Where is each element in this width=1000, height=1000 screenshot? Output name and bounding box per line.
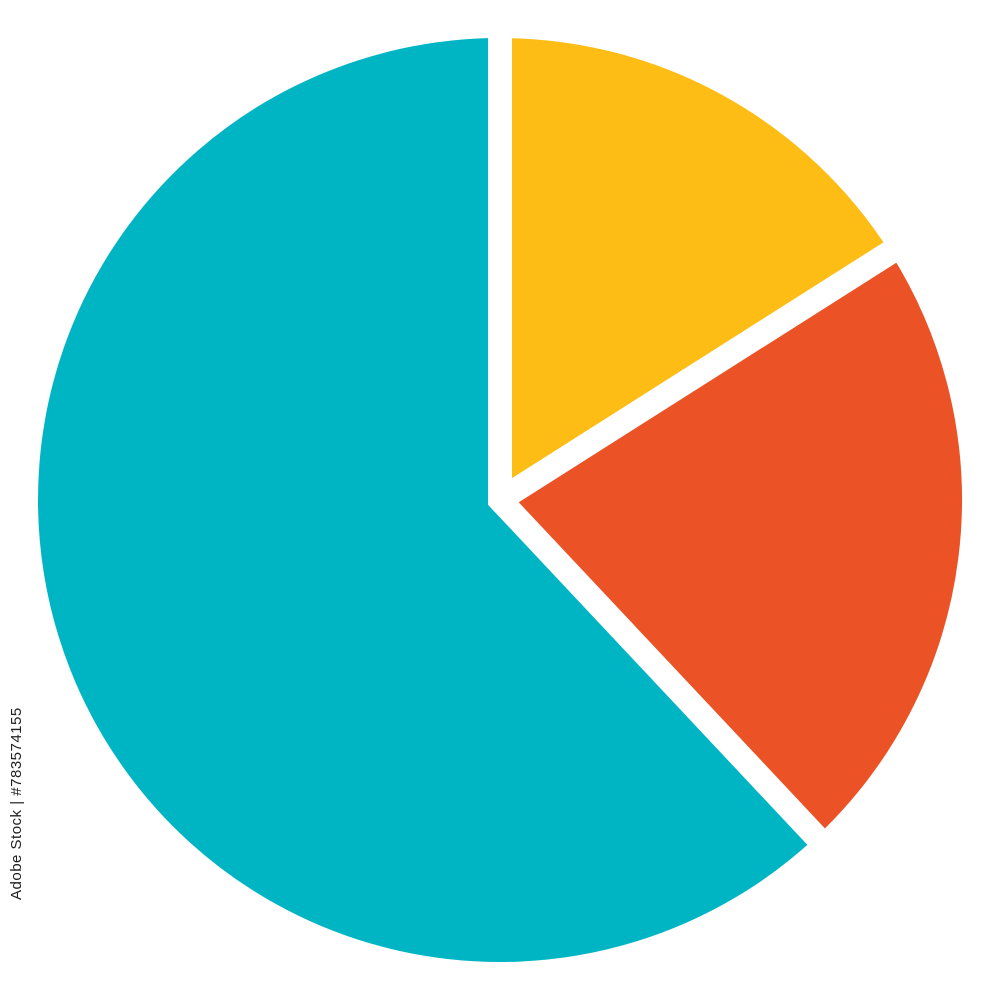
pie-slice-1 [481,229,986,863]
pie-slice-2 [14,13,842,986]
pie-slice-0 [488,13,917,522]
watermark-stock-id: Adobe Stock | #783574155 [8,707,25,900]
